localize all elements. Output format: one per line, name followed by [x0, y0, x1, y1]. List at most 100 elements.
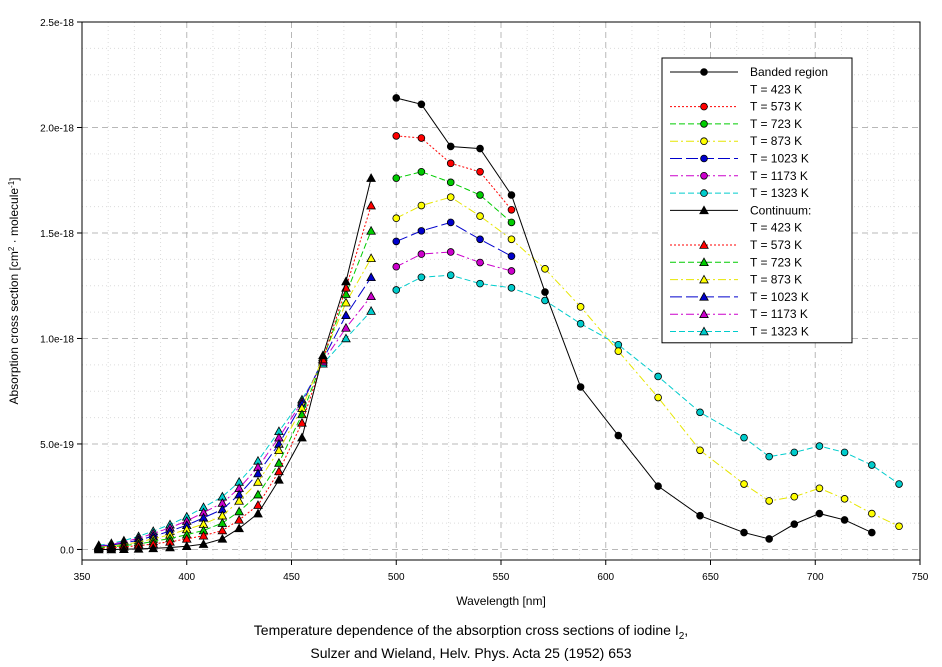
- legend-box: [661, 57, 853, 344]
- data-point: [341, 322, 351, 332]
- y-axis-label-sup-1: 2: [7, 246, 16, 251]
- series-line: [98, 277, 372, 548]
- data-point: [654, 482, 662, 490]
- series-banded-1023K: [392, 218, 516, 260]
- y-tick-label: 2.0e-18: [40, 123, 74, 134]
- data-point: [392, 214, 401, 223]
- caption-subscript: 2: [678, 630, 685, 642]
- data-point: [446, 271, 455, 279]
- legend-entry-label: T = 873 K: [750, 134, 802, 148]
- caption-text-1: Temperature dependence of the absorption…: [253, 622, 679, 638]
- x-axis-label: Wavelength [nm]: [456, 594, 546, 608]
- data-point: [234, 523, 245, 533]
- axes: 350 400 450 500 550 600 650 700 750 0.0 5.0e-19 1.0…: [40, 18, 929, 583]
- series-line: [98, 230, 372, 549]
- data-point: [446, 218, 455, 227]
- legend-entry-label: T = 1323 K: [750, 325, 809, 339]
- data-point: [895, 522, 903, 531]
- data-point: [417, 100, 426, 109]
- series-line: [98, 205, 372, 549]
- y-axis-label: Absorption cross section [cm2 · molecule…: [7, 177, 22, 404]
- x-tick-label: 400: [178, 572, 195, 583]
- data-point: [576, 383, 585, 391]
- series-banded-573K: [392, 132, 516, 214]
- data-point: [392, 237, 401, 246]
- data-point: [181, 541, 192, 551]
- caption-comma: ,: [684, 622, 689, 638]
- series-line: [396, 135, 512, 211]
- data-point: [895, 480, 903, 488]
- data-point: [765, 535, 773, 543]
- data-point: [507, 218, 516, 227]
- data-point: [654, 393, 662, 402]
- y-tick-label: 5.0e-19: [40, 440, 74, 451]
- legend-marker: [700, 68, 708, 76]
- data-point: [417, 273, 426, 282]
- y-axis-label-part-b: · molecule: [7, 188, 21, 247]
- data-point: [417, 201, 426, 210]
- data-point: [614, 340, 623, 349]
- data-point: [696, 408, 704, 417]
- y-tick-label: 1.0e-18: [40, 334, 74, 345]
- series-banded-1173K: [392, 248, 516, 275]
- data-point: [417, 227, 426, 235]
- x-tick-label: 550: [493, 572, 510, 583]
- data-point: [392, 94, 401, 102]
- x-tick-label: 450: [283, 572, 300, 583]
- legend-marker: [700, 154, 708, 163]
- data-point: [576, 303, 585, 311]
- series-continuum-573K: [93, 200, 376, 553]
- data-point: [614, 347, 623, 355]
- legend-entry-label: T = 1173 K: [750, 307, 808, 321]
- data-point: [392, 174, 401, 182]
- data-point: [366, 272, 376, 282]
- data-point: [740, 433, 748, 442]
- chart: 350 400 450 500 550 600 650 700 750 0.0 5.0e-19 1.0…: [7, 18, 929, 608]
- series-continuum-873K: [93, 253, 376, 552]
- data-point: [476, 279, 484, 288]
- data-point: [417, 134, 426, 142]
- data-point: [297, 432, 307, 442]
- data-point: [318, 354, 328, 364]
- data-point: [476, 235, 484, 244]
- data-point: [366, 225, 376, 235]
- legend-marker: [699, 257, 709, 267]
- series-banded-723K: [392, 167, 516, 227]
- series-continuum-723K: [93, 225, 376, 552]
- data-point: [217, 518, 228, 527]
- data-point: [274, 474, 284, 484]
- data-point: [234, 506, 245, 516]
- data-point: [654, 372, 662, 381]
- x-tick-label: 350: [74, 572, 91, 583]
- data-point: [765, 452, 773, 461]
- data-point: [790, 492, 799, 501]
- x-tick-label: 750: [912, 572, 929, 583]
- data-point: [253, 476, 263, 486]
- data-point: [341, 297, 351, 307]
- data-point: [790, 448, 799, 457]
- x-tick-label: 500: [388, 572, 405, 583]
- data-point: [217, 533, 228, 543]
- legend-marker: [699, 239, 709, 249]
- data-point: [541, 265, 549, 273]
- data-point: [507, 284, 516, 292]
- legend-entry-label: T = 723 K: [750, 117, 802, 131]
- data-point: [740, 480, 748, 488]
- data-point: [840, 495, 849, 503]
- series-continuum-423K: [93, 173, 376, 554]
- data-point: [417, 167, 426, 176]
- series-continuum-1323K: [93, 306, 376, 549]
- legend-marker: [699, 274, 709, 284]
- data-point: [253, 489, 263, 499]
- data-point: [392, 262, 401, 271]
- data-point: [234, 495, 245, 505]
- data-point: [198, 530, 209, 540]
- data-point: [696, 511, 704, 520]
- data-point: [740, 528, 748, 537]
- data-point: [366, 200, 376, 210]
- y-axis-label-part-c: ]: [7, 177, 21, 180]
- data-point: [507, 191, 516, 199]
- x-tick-label: 650: [702, 572, 719, 583]
- data-point: [614, 431, 623, 440]
- data-point: [446, 193, 455, 201]
